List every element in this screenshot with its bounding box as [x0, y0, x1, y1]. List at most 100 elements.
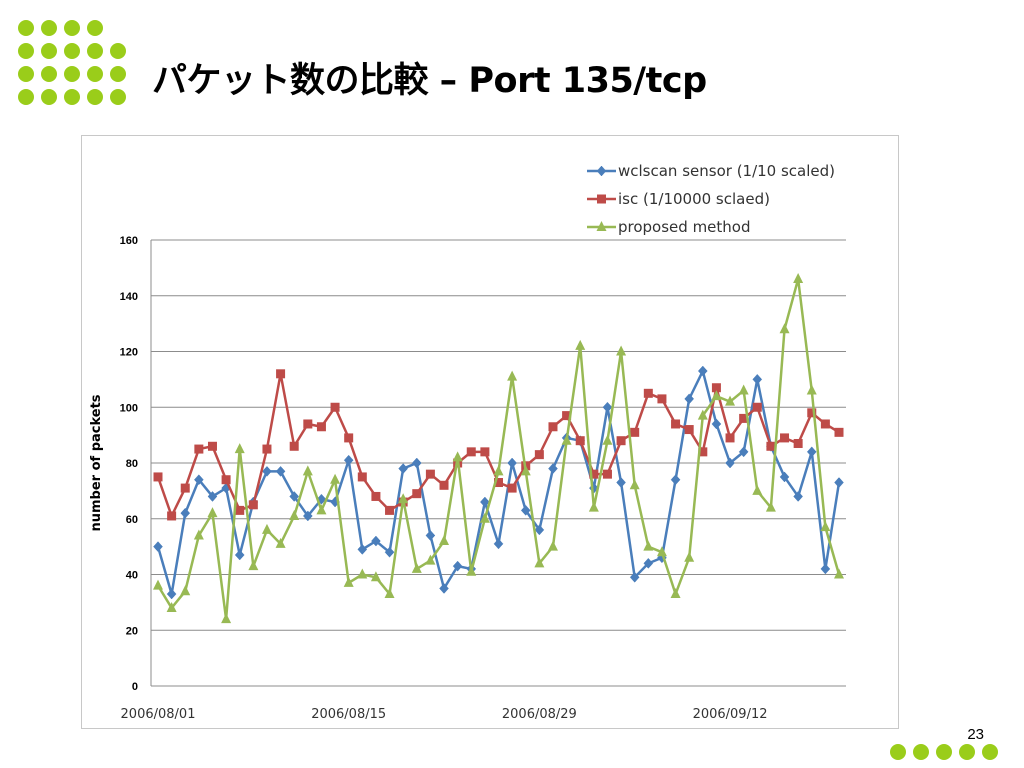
x-tick-label: 2006/08/15	[311, 707, 386, 722]
decorative-dot	[87, 43, 103, 59]
data-point	[193, 529, 204, 540]
legend-label: proposed method	[618, 218, 751, 236]
data-point	[480, 447, 490, 457]
data-point	[630, 427, 640, 437]
decorative-dot	[87, 66, 103, 82]
data-point	[439, 480, 449, 490]
data-point	[480, 496, 490, 508]
decorative-dot	[87, 20, 103, 36]
data-point	[398, 493, 409, 504]
decorative-dot	[41, 43, 57, 59]
decorative-dot	[18, 66, 34, 82]
data-point	[493, 538, 504, 550]
data-point	[234, 443, 245, 454]
decorative-dot	[110, 66, 126, 82]
y-tick-label: 140	[120, 291, 138, 303]
data-point	[806, 446, 817, 458]
data-point	[589, 469, 599, 479]
decorative-dot	[982, 744, 998, 760]
y-tick-label: 20	[126, 625, 138, 637]
data-point	[698, 447, 708, 457]
data-point	[384, 546, 395, 558]
data-point	[452, 560, 463, 572]
data-point	[261, 523, 272, 534]
y-tick-label: 120	[120, 347, 138, 359]
decorative-dot	[18, 89, 34, 105]
data-point	[466, 565, 477, 576]
data-point	[534, 557, 545, 568]
y-axis-label: number of packets	[89, 394, 104, 531]
slide-title: パケット数の比較 – Port 135/tcp	[152, 61, 707, 101]
data-point	[207, 491, 218, 502]
data-point	[820, 563, 831, 575]
data-point	[411, 562, 422, 573]
data-point	[479, 512, 490, 523]
legend-marker	[596, 165, 607, 177]
x-tick-label: 2006/09/12	[693, 707, 768, 722]
data-point	[520, 505, 531, 516]
data-point	[357, 544, 368, 555]
decorative-dot	[64, 43, 80, 59]
legend-label: isc (1/10000 sclaed)	[618, 190, 770, 208]
data-point	[425, 469, 435, 479]
data-point	[234, 549, 245, 561]
data-point	[194, 444, 204, 454]
decorative-dot	[87, 89, 103, 105]
data-point	[275, 537, 286, 548]
data-point	[629, 479, 640, 490]
data-point	[343, 576, 354, 587]
data-point	[548, 422, 558, 432]
data-point	[793, 438, 803, 448]
data-point	[793, 273, 804, 284]
decorative-dot	[64, 20, 80, 36]
data-point	[834, 568, 844, 579]
data-point	[820, 419, 830, 429]
data-point	[371, 535, 381, 547]
data-point	[303, 419, 313, 429]
data-point	[235, 505, 245, 515]
data-point	[575, 339, 586, 350]
data-point	[711, 383, 721, 393]
data-point	[425, 554, 436, 565]
data-point	[153, 472, 163, 482]
data-point	[765, 501, 776, 512]
data-point	[302, 510, 313, 522]
x-tick-label: 2006/08/01	[121, 707, 196, 722]
data-point	[153, 579, 163, 590]
data-point	[670, 588, 681, 599]
data-point	[344, 433, 354, 443]
data-point	[834, 427, 844, 437]
decorative-dot	[959, 744, 975, 760]
data-point	[507, 457, 517, 469]
data-point	[166, 601, 177, 612]
y-tick-label: 0	[132, 681, 138, 693]
data-point	[738, 446, 749, 458]
line-chart: 0 20 40 60 80 100 120 140 160 2006/08/01 2006/08/1…	[89, 162, 846, 722]
data-point	[248, 500, 258, 510]
data-point	[725, 433, 735, 443]
data-point	[725, 457, 735, 469]
data-point	[752, 402, 762, 412]
data-point	[167, 511, 177, 521]
y-tick-label: 160	[120, 235, 138, 247]
data-point	[507, 370, 518, 381]
data-point	[711, 418, 722, 430]
decorative-dot	[890, 744, 906, 760]
data-point	[221, 613, 232, 624]
data-point	[289, 509, 300, 520]
data-point	[398, 463, 408, 474]
data-point	[684, 551, 695, 562]
data-point	[807, 408, 817, 418]
decorative-dot	[41, 66, 57, 82]
data-point	[180, 585, 191, 596]
data-point	[357, 472, 367, 482]
data-point	[780, 433, 790, 443]
data-point	[697, 409, 708, 420]
data-point	[494, 478, 503, 488]
data-point	[643, 540, 654, 551]
data-point	[275, 465, 286, 477]
y-tick-label: 40	[126, 570, 138, 582]
decorative-dot	[64, 66, 80, 82]
data-point	[616, 436, 626, 446]
data-point	[166, 588, 177, 600]
